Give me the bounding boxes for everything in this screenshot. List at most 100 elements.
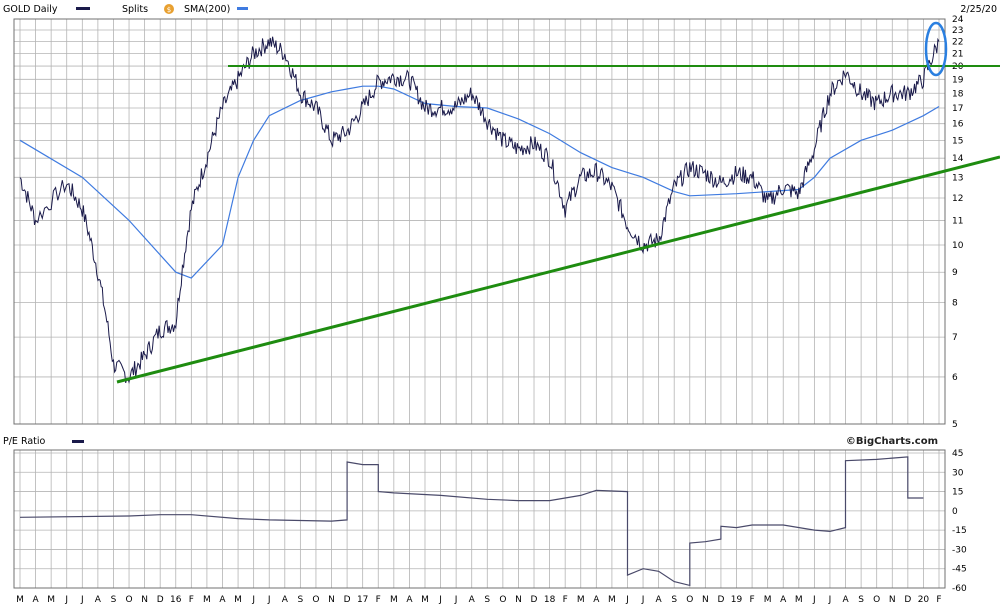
x-tick-label: F: [563, 595, 568, 605]
x-tick-label: F: [376, 595, 381, 605]
sma-label: SMA(200): [184, 4, 230, 15]
price-y-tick-label: 18: [952, 89, 964, 99]
price-y-tick-label: 21: [952, 49, 963, 59]
bigcharts-credit: ©BigCharts.com: [846, 436, 938, 447]
pe-y-tick-label: 0: [952, 507, 958, 517]
x-tick-label: 18: [544, 595, 556, 605]
x-tick-label: M: [608, 595, 616, 605]
price-legend-swatch: [76, 7, 90, 10]
price-y-tick-label: 5: [952, 420, 958, 430]
x-tick-label: N: [328, 595, 335, 605]
x-tick-label: O: [312, 595, 319, 605]
splits-icon-glyph: $: [167, 6, 171, 14]
x-tick-label: O: [686, 595, 693, 605]
pe-y-tick-label: -60: [952, 584, 967, 594]
x-tick-label: J: [64, 595, 68, 605]
x-tick-label: M: [577, 595, 585, 605]
x-tick-label: O: [125, 595, 132, 605]
date-label: 2/25/20: [960, 4, 997, 15]
pe-label: P/E Ratio: [3, 436, 46, 447]
x-tick-label: D: [531, 595, 538, 605]
x-tick-label: A: [406, 595, 413, 605]
x-tick-label: M: [421, 595, 429, 605]
x-tick-label: 19: [731, 595, 743, 605]
price-y-tick-label: 14: [952, 154, 964, 164]
x-tick-label: J: [812, 595, 816, 605]
x-tick-label: J: [641, 595, 645, 605]
price-panel-frame: [13, 18, 946, 425]
pe-y-tick-label: 30: [952, 468, 964, 478]
price-y-tick-label: 17: [952, 104, 963, 114]
x-tick-label: D: [904, 595, 911, 605]
pe-panel-frame: [13, 449, 946, 589]
chart-header: GOLD Daily Splits $ SMA(200) 2/25/20: [3, 4, 997, 15]
price-y-tick-label: 8: [952, 299, 958, 309]
highlight-ellipse: [924, 21, 948, 77]
price-y-tick-label: 9: [952, 268, 958, 278]
x-tick-label: 17: [357, 595, 368, 605]
price-grid: [14, 18, 945, 425]
x-tick-label: M: [795, 595, 803, 605]
x-tick-label: S: [671, 595, 677, 605]
price-y-tick-label: 10: [952, 241, 964, 251]
pe-line: [19, 456, 924, 587]
price-y-tick-label: 13: [952, 173, 963, 183]
splits-icon: [164, 4, 174, 14]
splits-label: Splits: [122, 4, 148, 15]
pe-y-tick-label: 45: [952, 449, 963, 459]
x-tick-label: A: [593, 595, 600, 605]
x-axis: M A M J J A S O N D 16 F M A M J J A S O N D 17 F M A M J J A S O N D 18 F M…: [16, 595, 941, 605]
x-tick-label: J: [828, 595, 832, 605]
price-y-tick-label: 23: [952, 26, 963, 36]
x-tick-label: N: [889, 595, 896, 605]
pe-grid: [14, 450, 945, 589]
x-tick-label: F: [189, 595, 194, 605]
x-tick-label: M: [390, 595, 398, 605]
x-tick-label: N: [141, 595, 148, 605]
sma-legend-swatch: [237, 7, 248, 10]
pe-legend-swatch: [72, 440, 84, 443]
x-tick-label: A: [219, 595, 226, 605]
price-y-tick-label: 20: [952, 62, 964, 72]
x-tick-label: A: [780, 595, 787, 605]
ticker-label: GOLD Daily: [3, 4, 58, 15]
pe-y-tick-label: -45: [952, 565, 967, 575]
x-tick-label: A: [95, 595, 102, 605]
x-tick-label: M: [47, 595, 55, 605]
x-tick-label: A: [842, 595, 849, 605]
x-tick-label: A: [656, 595, 663, 605]
x-tick-label: J: [80, 595, 84, 605]
price-y-tick-label: 19: [952, 75, 964, 85]
price-y-tick-label: 15: [952, 136, 963, 146]
x-tick-label: O: [499, 595, 506, 605]
price-y-tick-label: 24: [952, 15, 964, 25]
x-tick-label: S: [858, 595, 864, 605]
x-tick-label: S: [298, 595, 304, 605]
price-y-tick-label: 16: [952, 120, 964, 130]
x-tick-label: F: [749, 595, 754, 605]
x-tick-label: A: [32, 595, 39, 605]
support-trendline: [116, 155, 1000, 384]
x-tick-label: J: [625, 595, 629, 605]
x-tick-label: J: [454, 595, 458, 605]
x-tick-label: D: [717, 595, 724, 605]
x-tick-label: D: [344, 595, 351, 605]
x-tick-label: 16: [170, 595, 182, 605]
price-y-tick-label: 6: [952, 373, 958, 383]
price-y-tick-label: 22: [952, 37, 963, 47]
x-tick-label: S: [111, 595, 117, 605]
price-y-tick-label: 12: [952, 194, 963, 204]
x-tick-label: 20: [918, 595, 930, 605]
x-tick-label: M: [764, 595, 772, 605]
x-tick-label: M: [16, 595, 24, 605]
price-line: [19, 36, 940, 385]
x-tick-label: M: [234, 595, 242, 605]
price-y-tick-label: 11: [952, 216, 963, 226]
x-tick-label: J: [267, 595, 271, 605]
x-tick-label: N: [515, 595, 522, 605]
pe-y-tick-label: 15: [952, 488, 963, 498]
x-tick-label: O: [873, 595, 880, 605]
x-tick-label: M: [203, 595, 211, 605]
